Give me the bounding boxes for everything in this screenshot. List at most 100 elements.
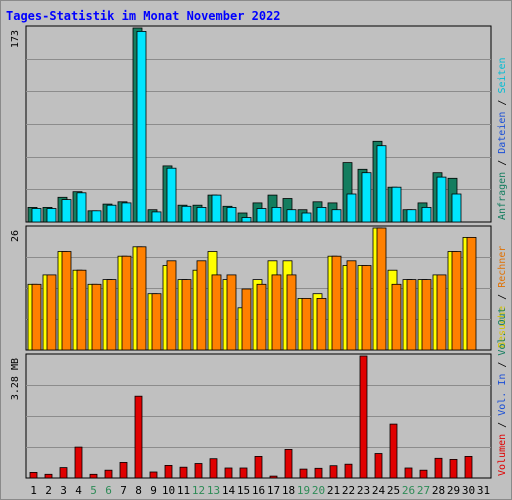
bar-hits-dateien-26 — [406, 209, 417, 223]
x-tick-label: 20 — [312, 484, 325, 497]
bar-visits-rechner-15 — [241, 288, 252, 351]
x-tick-label: 26 — [402, 484, 415, 497]
bar-volume-volumen-24 — [374, 453, 383, 479]
x-tick-label: 11 — [177, 484, 190, 497]
bar-hits-dateien-28 — [436, 176, 447, 223]
bar-volume-volumen-28 — [434, 457, 443, 479]
panel-visits-legend: Besuche / Rechner — [497, 246, 508, 348]
bar-visits-rechner-16 — [256, 283, 267, 351]
bar-visits-rechner-26 — [406, 279, 417, 351]
bar-hits-dateien-12 — [196, 206, 207, 223]
bar-visits-rechner-23 — [361, 265, 372, 351]
bar-hits-dateien-5 — [91, 210, 102, 223]
legend-entry: Seiten — [497, 57, 508, 93]
legend-entry: Vol. Out — [497, 307, 508, 355]
panel-volume: 3.28 MB Volumen / Vol. In / Vol. Out — [10, 307, 508, 479]
panel-hits: 173 Anfragen / Dateien / Seiten — [10, 25, 508, 223]
x-tick-label: 23 — [357, 484, 370, 497]
bar-hits-dateien-3 — [61, 199, 72, 223]
bar-volume-volumen-10 — [164, 464, 173, 479]
bar-hits-dateien-16 — [256, 208, 267, 223]
panel-visits: 26 Besuche / Rechner — [10, 225, 508, 351]
bar-volume-volumen-23 — [359, 355, 368, 479]
legend-entry: Rechner — [497, 246, 508, 288]
bar-hits-dateien-25 — [391, 186, 402, 223]
bar-visits-rechner-8 — [136, 246, 147, 351]
x-tick-label: 25 — [387, 484, 400, 497]
bar-hits-dateien-1 — [31, 208, 42, 223]
bar-visits-rechner-25 — [391, 283, 402, 351]
bar-hits-dateien-14 — [226, 206, 237, 223]
x-tick-label: 21 — [327, 484, 340, 497]
bar-hits-dateien-6 — [106, 204, 117, 223]
bar-visits-rechner-28 — [436, 274, 447, 351]
bar-volume-volumen-3 — [59, 467, 68, 479]
bar-volume-volumen-30 — [464, 455, 473, 479]
bar-visits-rechner-22 — [346, 260, 357, 351]
bar-hits-dateien-13 — [211, 194, 222, 223]
x-tick-label: 28 — [432, 484, 445, 497]
bar-volume-volumen-16 — [254, 455, 263, 479]
bar-visits-rechner-18 — [286, 274, 297, 351]
chart-panels: 173 Anfragen / Dateien / Seiten 26 Besuche … — [10, 25, 508, 479]
bar-volume-volumen-14 — [224, 467, 233, 479]
x-tick-label: 4 — [75, 484, 82, 497]
bar-volume-volumen-27 — [419, 469, 428, 479]
bar-visits-rechner-30 — [466, 236, 477, 351]
bar-visits-rechner-10 — [166, 260, 177, 351]
y-max-label: 173 — [10, 30, 21, 48]
bar-visits-rechner-1 — [31, 283, 42, 351]
bar-volume-volumen-8 — [134, 395, 143, 479]
bar-volume-volumen-26 — [404, 467, 413, 479]
bar-volume-volumen-17 — [269, 475, 278, 479]
x-tick-label: 15 — [237, 484, 250, 497]
bar-visits-rechner-29 — [451, 251, 462, 351]
bar-volume-volumen-29 — [449, 458, 458, 479]
legend-entry: Dateien — [497, 112, 508, 154]
legend-separator: / — [497, 288, 508, 306]
x-tick-label: 29 — [447, 484, 460, 497]
x-tick-label: 31 — [477, 484, 490, 497]
x-tick-label: 19 — [297, 484, 310, 497]
bar-hits-dateien-9 — [151, 211, 162, 223]
bar-visits-rechner-19 — [301, 297, 312, 351]
x-tick-label: 3 — [60, 484, 67, 497]
bar-hits-dateien-17 — [271, 206, 282, 223]
bar-volume-volumen-21 — [329, 465, 338, 479]
bar-volume-volumen-12 — [194, 463, 203, 479]
bar-volume-volumen-6 — [104, 469, 113, 479]
legend-entry: / — [497, 356, 508, 374]
x-tick-label: 7 — [120, 484, 127, 497]
bar-hits-dateien-21 — [331, 209, 342, 223]
bar-visits-rechner-12 — [196, 260, 207, 351]
bar-visits-rechner-17 — [271, 274, 282, 351]
bar-visits-rechner-20 — [316, 297, 327, 351]
x-tick-label: 14 — [222, 484, 236, 497]
bar-volume-volumen-11 — [179, 466, 188, 479]
y-max-label: 26 — [10, 230, 21, 242]
bar-hits-dateien-8 — [136, 30, 147, 223]
legend-separator: / — [497, 94, 508, 112]
x-tick-label: 1 — [30, 484, 37, 497]
bar-hits-dateien-10 — [166, 167, 177, 223]
x-tick-label: 22 — [342, 484, 355, 497]
bar-hits-dateien-19 — [301, 212, 312, 223]
x-tick-label: 13 — [207, 484, 220, 497]
bar-hits-dateien-7 — [121, 202, 132, 223]
bar-volume-volumen-2 — [44, 473, 53, 479]
bar-volume-volumen-1 — [29, 471, 38, 479]
bar-visits-rechner-21 — [331, 255, 342, 351]
bar-visits-rechner-3 — [61, 251, 72, 351]
bar-visits-rechner-13 — [211, 274, 222, 351]
bar-volume-volumen-19 — [299, 468, 308, 479]
panel-volume-legend: Volumen / Vol. In / Vol. Out — [497, 307, 508, 476]
bar-hits-dateien-23 — [361, 172, 372, 223]
bar-volume-volumen-22 — [344, 463, 353, 479]
bar-visits-rechner-4 — [76, 269, 87, 351]
bar-volume-volumen-25 — [389, 423, 398, 479]
bar-volume-volumen-9 — [149, 471, 158, 479]
bar-hits-dateien-22 — [346, 193, 357, 223]
x-tick-label: 18 — [282, 484, 295, 497]
x-tick-label: 30 — [462, 484, 475, 497]
bar-visits-rechner-6 — [106, 279, 117, 351]
